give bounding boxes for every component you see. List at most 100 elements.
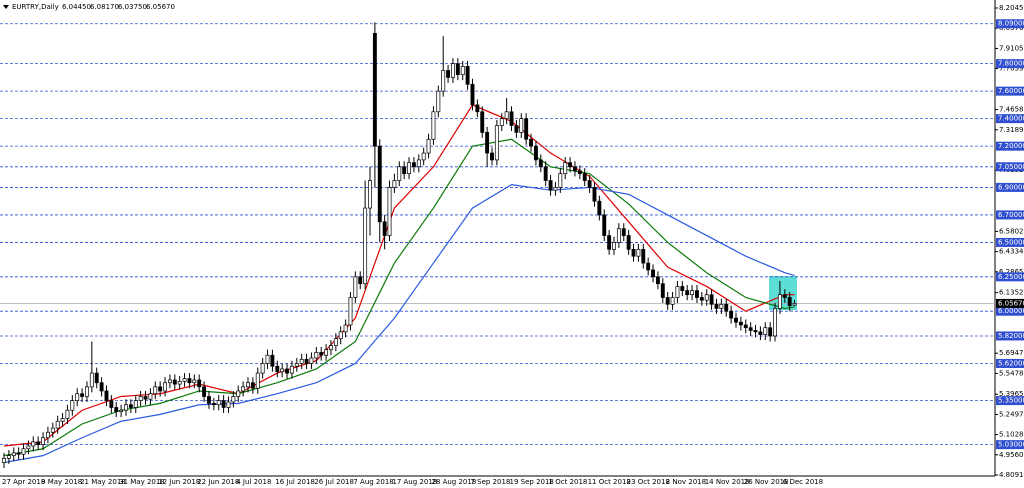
candle-body xyxy=(524,118,529,140)
level-label: 5.03000 xyxy=(998,441,1024,449)
level-label-box xyxy=(996,182,1024,192)
candle-body xyxy=(343,324,348,333)
candle-body xyxy=(114,407,119,412)
candle-body xyxy=(690,290,695,296)
candle-body xyxy=(377,145,382,223)
candle-body xyxy=(75,393,80,401)
candle-body xyxy=(724,303,729,312)
level-label: 7.20000 xyxy=(998,142,1024,150)
candle-body xyxy=(260,363,265,374)
y-tick-label: 4.95600 xyxy=(999,451,1024,459)
candle-body xyxy=(709,294,714,305)
level-label: 6.00000 xyxy=(998,307,1024,315)
candle-body xyxy=(246,382,250,388)
candle-body xyxy=(304,358,309,364)
candle-body xyxy=(167,379,172,384)
candle-body xyxy=(241,386,246,392)
y-tick-label: 7.31895 xyxy=(999,126,1024,134)
candle-body xyxy=(80,393,85,397)
candle-body xyxy=(792,303,797,306)
level-label-box xyxy=(996,396,1024,406)
candle-body xyxy=(319,352,324,356)
level-label-box xyxy=(996,210,1024,220)
level-label-box xyxy=(996,59,1024,69)
candle-body xyxy=(685,290,690,296)
y-tick-label: 7.76395 xyxy=(999,65,1024,73)
candle-body xyxy=(148,393,153,400)
candle-body xyxy=(70,400,75,411)
candle-body xyxy=(460,66,465,75)
x-tick-label: 23 Oct 2018 xyxy=(627,478,670,486)
candle-body xyxy=(211,403,216,406)
level-label-box xyxy=(996,358,1024,368)
level-label-box xyxy=(996,272,1024,282)
chart-title: EURTRY,Daily xyxy=(12,3,59,11)
y-tick-label: 4.80915 xyxy=(999,471,1024,479)
x-tick-label: 7 Aug 2018 xyxy=(353,478,393,486)
candle-body xyxy=(651,269,655,278)
y-tick-label: 6.28655 xyxy=(999,268,1024,276)
level-label: 5.62000 xyxy=(998,359,1024,367)
candle-body xyxy=(607,235,612,250)
candle-body xyxy=(182,378,187,382)
candle-body xyxy=(758,331,763,335)
level-label-box xyxy=(996,114,1024,124)
candle-body xyxy=(485,132,490,154)
candle-body xyxy=(45,431,50,439)
level-label: 7.60000 xyxy=(998,87,1024,95)
level-label: 6.70000 xyxy=(998,211,1024,219)
candle-body xyxy=(699,297,704,301)
level-label: 6.50000 xyxy=(998,238,1024,246)
candle-body xyxy=(177,381,182,385)
moving-average-line xyxy=(3,138,795,457)
x-tick-label: 31 May 2018 xyxy=(119,478,165,486)
candle-body xyxy=(353,276,358,298)
candle-body xyxy=(509,111,514,126)
x-tick-label: 14 Nov 2018 xyxy=(705,478,750,486)
level-label-box xyxy=(996,331,1024,341)
candle-body xyxy=(333,338,338,346)
candle-body xyxy=(455,63,460,75)
candle-body xyxy=(616,228,621,243)
candle-body xyxy=(587,180,592,188)
candle-body xyxy=(597,200,602,216)
x-tick-label: 12 Jun 2018 xyxy=(158,478,200,486)
candle-body xyxy=(197,379,202,388)
candle-body xyxy=(602,214,607,236)
y-tick-label: 8.20450 xyxy=(999,4,1024,12)
candle-body xyxy=(719,303,724,309)
level-label: 7.80000 xyxy=(998,60,1024,68)
candle-body xyxy=(255,372,260,389)
candle-body xyxy=(231,396,236,403)
candle-body xyxy=(187,378,192,384)
candle-body xyxy=(768,327,773,337)
candle-body xyxy=(275,365,280,373)
level-label: 6.90000 xyxy=(998,183,1024,191)
candle-body xyxy=(631,248,636,257)
candle-body xyxy=(348,297,353,326)
candle-body xyxy=(221,400,226,408)
candle-body xyxy=(641,248,646,264)
candle-body xyxy=(777,294,782,309)
x-tick-label: 28 Aug 2018 xyxy=(431,478,476,486)
candle-body xyxy=(124,404,128,411)
candle-body xyxy=(55,420,60,429)
level-label-box xyxy=(996,86,1024,96)
candle-body xyxy=(2,458,6,463)
candle-body xyxy=(358,276,363,285)
candle-body xyxy=(563,162,568,175)
candle-body xyxy=(626,235,631,250)
candle-body xyxy=(704,294,709,301)
header-high: 6.08170 xyxy=(90,3,119,11)
candle-body xyxy=(533,145,538,161)
candle-body xyxy=(411,162,416,168)
x-tick-label: 26 Nov 2018 xyxy=(744,478,789,486)
candle-body xyxy=(397,166,402,181)
candle-body xyxy=(85,386,89,397)
candle-body xyxy=(773,308,777,337)
level-label-box xyxy=(996,162,1024,172)
candle-body xyxy=(646,262,651,271)
